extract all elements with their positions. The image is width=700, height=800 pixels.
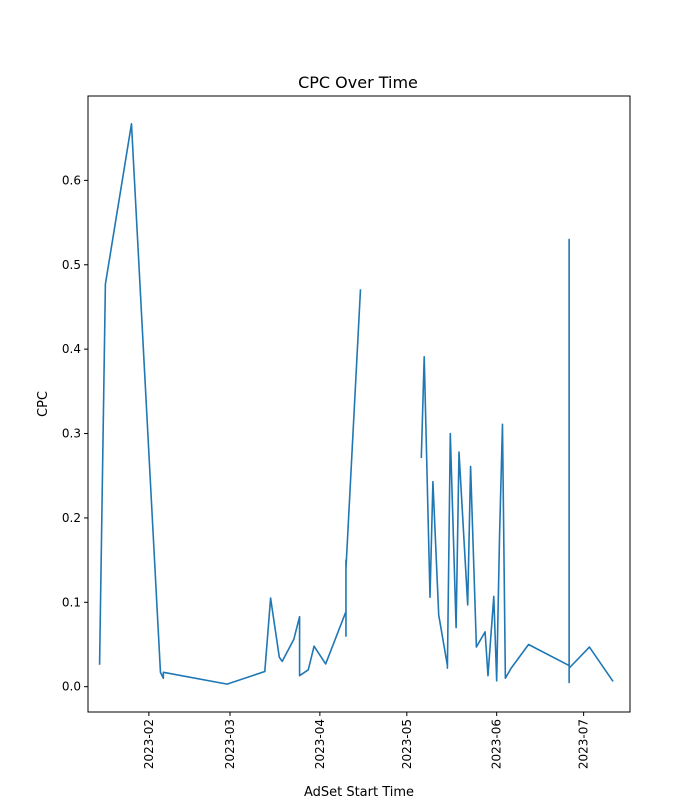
x-tick-label: 2023-05	[400, 719, 414, 769]
series-line-segment-1	[98, 123, 362, 685]
series-line-segment-2	[420, 238, 614, 684]
x-tick-label: 2023-06	[490, 719, 504, 769]
y-axis-label: CPC	[36, 391, 51, 417]
x-tick-label: 2023-04	[313, 719, 327, 769]
x-axis: 2023-02 2023-03 2023-04 2023-05 2023-06 2023-…	[142, 712, 591, 769]
y-tick-label: 0.6	[62, 173, 81, 187]
y-tick-label: 0.1	[62, 595, 81, 609]
y-tick-label: 0.5	[62, 258, 81, 272]
x-tick-label: 2023-02	[142, 719, 156, 769]
y-tick-label: 0.2	[62, 511, 81, 525]
plot-frame	[87, 95, 631, 713]
y-tick-label: 0.0	[62, 680, 81, 694]
plot-lines	[98, 123, 614, 685]
y-axis: 0.0 0.1 0.2 0.3 0.4 0.5 0.6	[62, 173, 88, 694]
y-tick-label: 0.4	[62, 342, 81, 356]
y-tick-label: 0.3	[62, 427, 81, 441]
x-axis-label: AdSet Start Time	[304, 785, 414, 800]
x-tick-label: 2023-07	[577, 719, 591, 769]
x-tick-label: 2023-03	[223, 719, 237, 769]
chart-title: CPC Over Time	[298, 73, 418, 92]
